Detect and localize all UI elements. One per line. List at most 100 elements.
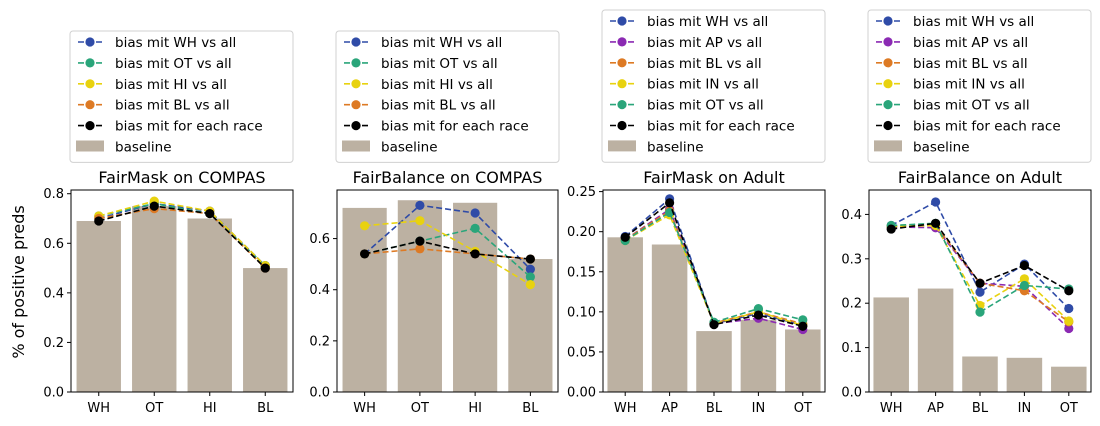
legend-marker (85, 79, 95, 89)
series-line (891, 222, 1069, 314)
y-tick-label: 0.00 (567, 386, 596, 401)
x-tick-label: WH (880, 401, 903, 416)
legend-label: bias mit WH vs all (913, 14, 1034, 30)
x-tick-label: OT (145, 401, 163, 416)
legend-box (867, 9, 1092, 163)
legend-label: bias mit OT vs all (381, 56, 498, 72)
legend-marker (883, 16, 893, 26)
y-tick-label: 0.15 (567, 265, 596, 280)
y-tick-label: 0.3 (841, 252, 862, 267)
data-point (753, 304, 764, 314)
series-line (364, 240, 531, 260)
x-tick-label: HI (203, 401, 217, 416)
data-point (415, 216, 425, 226)
y-tick-label: 0.25 (567, 185, 596, 200)
y-tick-label: 0.1 (841, 341, 862, 356)
legend-marker (617, 79, 627, 89)
legend-label: bias mit for each race (913, 119, 1061, 135)
x-tick-label: BL (706, 401, 723, 416)
legend-label: bias mit BL vs all (913, 56, 1028, 72)
baseline-bar (962, 356, 998, 392)
data-point (1064, 286, 1074, 296)
legend-swatch (342, 140, 370, 152)
data-point (360, 221, 370, 231)
y-tick-label: 0.10 (567, 305, 596, 320)
legend-marker (883, 58, 893, 68)
y-tick-label: 0.8 (43, 187, 64, 202)
baseline-bar (1051, 366, 1087, 392)
baseline-bar (696, 331, 732, 392)
legend-swatch (608, 140, 636, 152)
data-point (470, 249, 480, 259)
legend-marker (85, 58, 95, 68)
baseline-bar (1006, 357, 1043, 392)
baseline-bar (607, 237, 643, 392)
data-point (709, 320, 719, 330)
series-line (98, 202, 266, 267)
legend-marker (351, 100, 361, 110)
legend-marker (85, 100, 95, 110)
series-line (98, 207, 266, 269)
legend-label: bias mit WH vs all (115, 35, 236, 51)
series-line (98, 202, 266, 267)
legend-marker (617, 120, 627, 131)
x-tick-label: BL (257, 401, 274, 416)
data-point (525, 254, 535, 264)
baseline-bar (76, 220, 121, 392)
baseline-bar (342, 207, 387, 392)
legend-label: bias mit AP vs all (913, 35, 1028, 51)
legend-marker (85, 121, 95, 131)
legend-swatch (76, 140, 104, 152)
y-tick-label: 0.4 (43, 286, 64, 301)
data-point (415, 236, 425, 246)
data-point (1064, 316, 1074, 326)
y-tick-label: 0.6 (43, 237, 64, 252)
data-point (470, 208, 480, 218)
legend-label: baseline (381, 140, 438, 156)
legend-label: bias mit for each race (647, 119, 795, 135)
legend-label: bias mit BL vs all (115, 98, 230, 114)
x-tick-label: AP (927, 401, 944, 416)
legend-box (335, 30, 560, 163)
x-tick-label: BL (522, 401, 539, 416)
data-point (525, 280, 535, 290)
y-tick-label: 0.4 (309, 283, 330, 298)
data-point (94, 216, 104, 226)
y-tick-label: 0.2 (309, 334, 330, 349)
legend-box (601, 9, 826, 163)
baseline-bar (917, 288, 954, 392)
legend-label: bias mit IN vs all (913, 77, 1025, 93)
data-point (1064, 303, 1074, 314)
x-tick-label: OT (1060, 401, 1078, 416)
legend-marker (617, 100, 627, 110)
chart-title: FairMask on Adult (643, 168, 785, 187)
legend-marker (351, 58, 361, 68)
series-line (364, 219, 531, 286)
baseline-bar (453, 202, 498, 392)
chart-title: FairBalance on COMPAS (353, 168, 543, 187)
series-line (98, 200, 266, 267)
data-point (470, 223, 480, 233)
axes-frame (70, 189, 294, 393)
data-point (525, 272, 535, 282)
data-point (205, 208, 215, 219)
y-tick-label: 0.05 (567, 345, 596, 360)
data-point (1064, 323, 1074, 334)
data-point (260, 263, 270, 273)
data-point (620, 232, 630, 242)
baseline-bar (651, 244, 688, 392)
data-point (931, 197, 941, 207)
data-point (753, 310, 764, 320)
data-point (798, 315, 808, 325)
baseline-bar (187, 218, 232, 392)
legend-marker (883, 37, 893, 47)
legend-label: bias mit OT vs all (647, 98, 764, 114)
data-point (415, 200, 425, 210)
y-tick-label: 0.0 (43, 386, 64, 401)
data-point (360, 249, 370, 259)
y-tick-label: 0.6 (309, 232, 330, 247)
legend-label: bias mit BL vs all (647, 56, 762, 72)
series-line (98, 205, 266, 269)
data-point (1019, 274, 1029, 284)
